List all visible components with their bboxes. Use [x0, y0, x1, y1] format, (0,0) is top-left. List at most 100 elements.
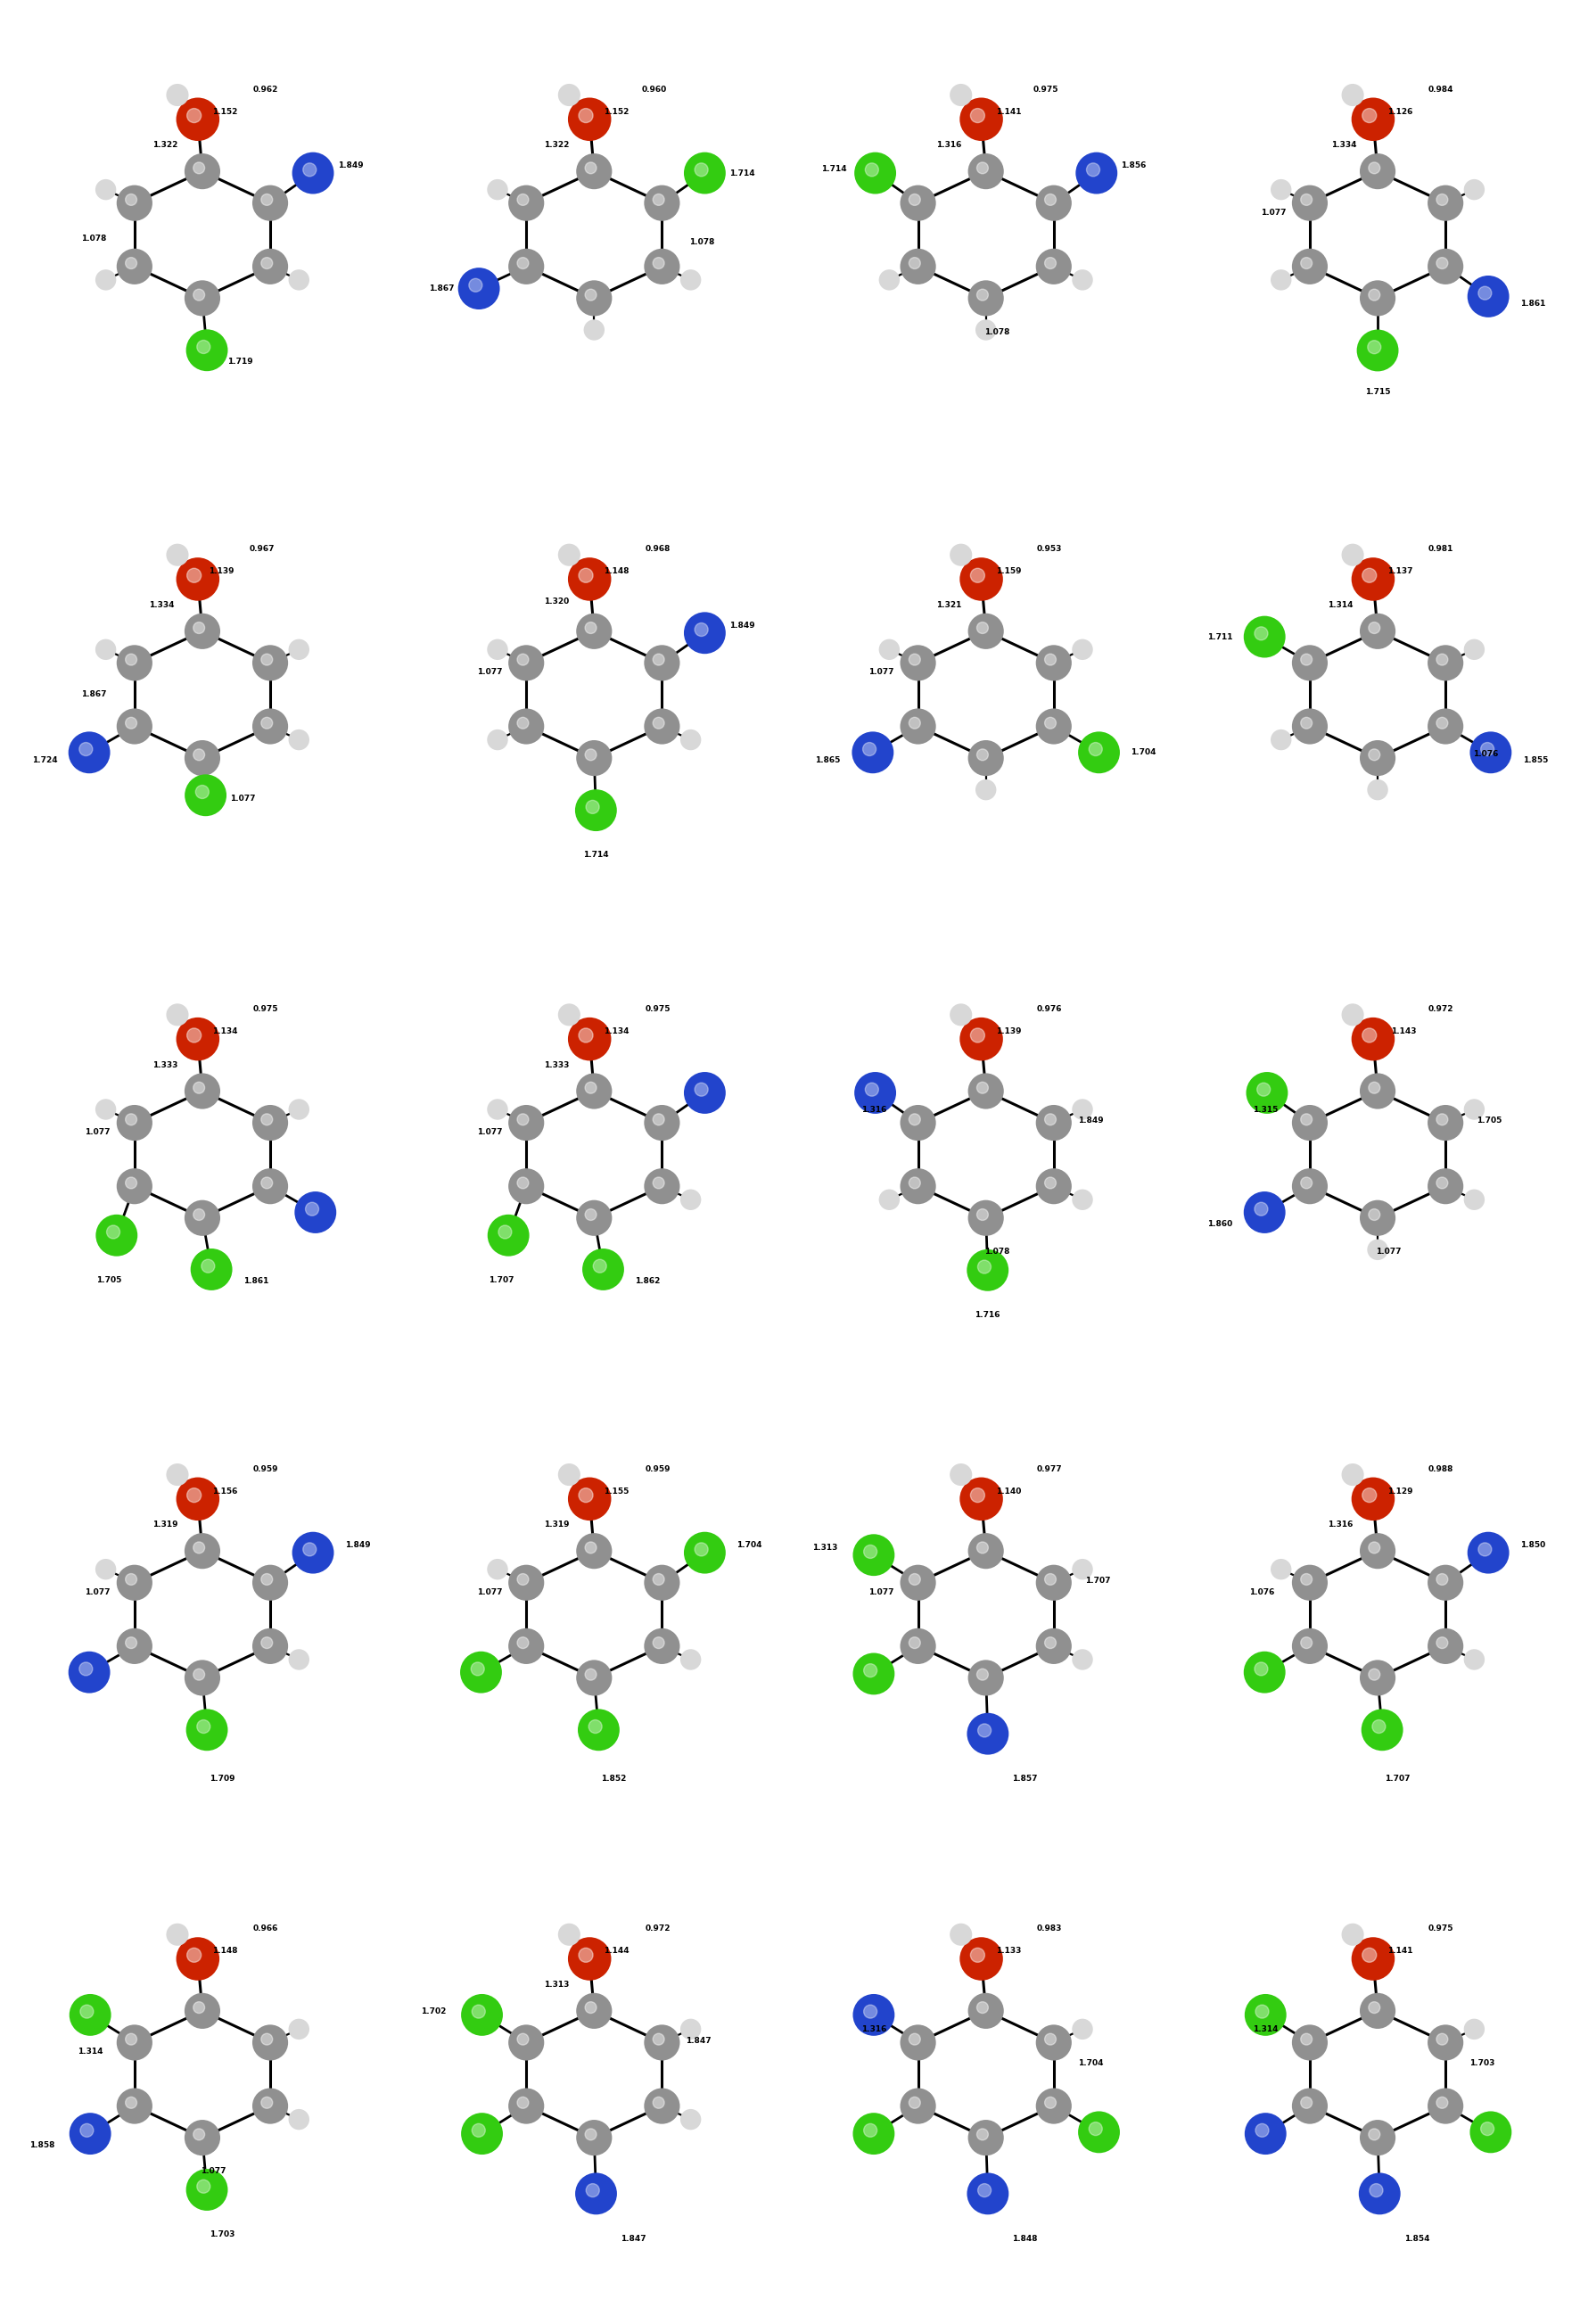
- Text: 1.139: 1.139: [995, 1027, 1021, 1037]
- Circle shape: [509, 1169, 544, 1204]
- Circle shape: [117, 1629, 152, 1664]
- Circle shape: [855, 1071, 896, 1113]
- Circle shape: [1300, 193, 1311, 205]
- Text: 1.702: 1.702: [420, 2008, 446, 2015]
- Circle shape: [1436, 1573, 1447, 1585]
- Circle shape: [1036, 1104, 1071, 1141]
- Text: 1.144: 1.144: [604, 1948, 629, 1954]
- Circle shape: [1300, 1178, 1311, 1188]
- Text: 1.077: 1.077: [477, 1127, 502, 1136]
- Circle shape: [901, 186, 935, 221]
- Circle shape: [261, 1573, 273, 1585]
- Text: 1.314: 1.314: [77, 2047, 103, 2057]
- Circle shape: [1479, 1543, 1492, 1557]
- Text: 1.152: 1.152: [212, 107, 237, 116]
- Text: 1.143: 1.143: [1390, 1027, 1416, 1037]
- Circle shape: [567, 98, 611, 142]
- Circle shape: [125, 258, 137, 270]
- Text: 0.959: 0.959: [253, 1464, 278, 1473]
- Circle shape: [583, 318, 605, 339]
- Text: 1.159: 1.159: [995, 567, 1021, 576]
- Circle shape: [253, 1629, 288, 1664]
- Circle shape: [1292, 249, 1327, 284]
- Circle shape: [1036, 709, 1071, 744]
- Circle shape: [1256, 2006, 1269, 2017]
- Circle shape: [653, 2034, 664, 2045]
- Circle shape: [1368, 2001, 1379, 2013]
- Circle shape: [1360, 1994, 1395, 2029]
- Text: 1.849: 1.849: [338, 163, 363, 170]
- Circle shape: [1341, 84, 1364, 107]
- Circle shape: [186, 330, 228, 372]
- Circle shape: [198, 2180, 210, 2194]
- Circle shape: [117, 2024, 152, 2061]
- Circle shape: [585, 1669, 597, 1680]
- Circle shape: [950, 84, 972, 107]
- Circle shape: [577, 614, 611, 648]
- Circle shape: [1428, 1169, 1463, 1204]
- Circle shape: [1071, 1099, 1093, 1120]
- Circle shape: [1371, 1720, 1386, 1734]
- Circle shape: [471, 1662, 485, 1676]
- Circle shape: [509, 2087, 544, 2124]
- Circle shape: [901, 2087, 935, 2124]
- Circle shape: [901, 709, 935, 744]
- Circle shape: [695, 1543, 708, 1557]
- Circle shape: [585, 288, 597, 300]
- Text: 1.715: 1.715: [1365, 388, 1390, 395]
- Text: 0.967: 0.967: [250, 546, 275, 553]
- Circle shape: [1036, 249, 1071, 284]
- Circle shape: [976, 1208, 987, 1220]
- Circle shape: [969, 2119, 1003, 2157]
- Circle shape: [970, 109, 984, 123]
- Circle shape: [878, 1190, 899, 1211]
- Text: 0.960: 0.960: [641, 86, 667, 93]
- Circle shape: [1428, 2087, 1463, 2124]
- Circle shape: [193, 163, 205, 174]
- Circle shape: [1341, 1004, 1364, 1025]
- Circle shape: [193, 288, 205, 300]
- Circle shape: [1270, 1559, 1291, 1580]
- Circle shape: [645, 646, 679, 681]
- Circle shape: [509, 186, 544, 221]
- Circle shape: [509, 249, 544, 284]
- Circle shape: [578, 1948, 592, 1961]
- Circle shape: [193, 2129, 205, 2140]
- Circle shape: [186, 1487, 201, 1501]
- Circle shape: [96, 1215, 137, 1257]
- Circle shape: [1036, 186, 1071, 221]
- Text: 1.716: 1.716: [975, 1311, 1000, 1320]
- Circle shape: [908, 1573, 921, 1585]
- Circle shape: [461, 2113, 502, 2154]
- Circle shape: [855, 151, 896, 193]
- Circle shape: [908, 258, 921, 270]
- Circle shape: [575, 790, 616, 832]
- Text: 1.077: 1.077: [1261, 209, 1286, 216]
- Circle shape: [1362, 109, 1376, 123]
- Circle shape: [1368, 1083, 1379, 1095]
- Circle shape: [969, 1199, 1003, 1236]
- Circle shape: [1243, 1192, 1286, 1234]
- Text: 0.966: 0.966: [253, 1924, 278, 1934]
- Circle shape: [1463, 1650, 1485, 1671]
- Circle shape: [645, 709, 679, 744]
- Circle shape: [253, 1104, 288, 1141]
- Circle shape: [1351, 1018, 1395, 1060]
- Circle shape: [186, 569, 201, 583]
- Circle shape: [117, 2087, 152, 2124]
- Circle shape: [1362, 1487, 1376, 1501]
- Circle shape: [1463, 1190, 1485, 1211]
- Circle shape: [253, 709, 288, 744]
- Text: 1.316: 1.316: [861, 2027, 886, 2034]
- Circle shape: [253, 646, 288, 681]
- Circle shape: [908, 718, 921, 730]
- Circle shape: [198, 1720, 210, 1734]
- Circle shape: [305, 1202, 319, 1215]
- Circle shape: [976, 623, 987, 634]
- Circle shape: [589, 1720, 602, 1734]
- Circle shape: [653, 1113, 664, 1125]
- Circle shape: [1243, 616, 1286, 658]
- Circle shape: [901, 249, 935, 284]
- Text: 1.076: 1.076: [1250, 1587, 1275, 1597]
- Text: 1.156: 1.156: [212, 1487, 237, 1494]
